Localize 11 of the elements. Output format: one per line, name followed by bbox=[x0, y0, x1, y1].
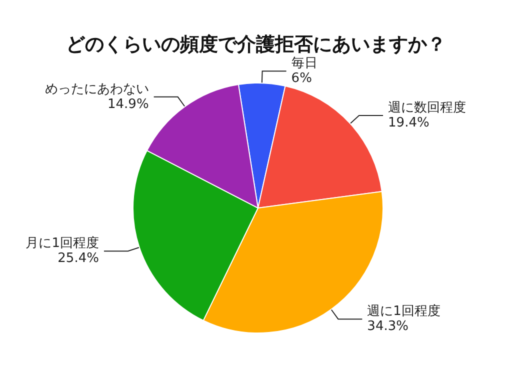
slice-label: 毎日 bbox=[291, 56, 318, 72]
data-label: 34.3% bbox=[367, 319, 408, 334]
slice-label: 月に1回程度 bbox=[26, 235, 99, 252]
data-label: 14.9% bbox=[108, 96, 149, 112]
slice-label: 週に数回程度 bbox=[388, 99, 466, 116]
chart-title: どのくらいの頻度で介護拒否にあいますか？ bbox=[66, 34, 446, 56]
data-label: 19.4% bbox=[388, 115, 430, 130]
slice-label: 週に1回程度 bbox=[367, 303, 440, 320]
data-label: 25.4% bbox=[58, 251, 99, 266]
slice-label: めったにあわない bbox=[44, 82, 149, 97]
data-label: 6% bbox=[291, 71, 312, 86]
